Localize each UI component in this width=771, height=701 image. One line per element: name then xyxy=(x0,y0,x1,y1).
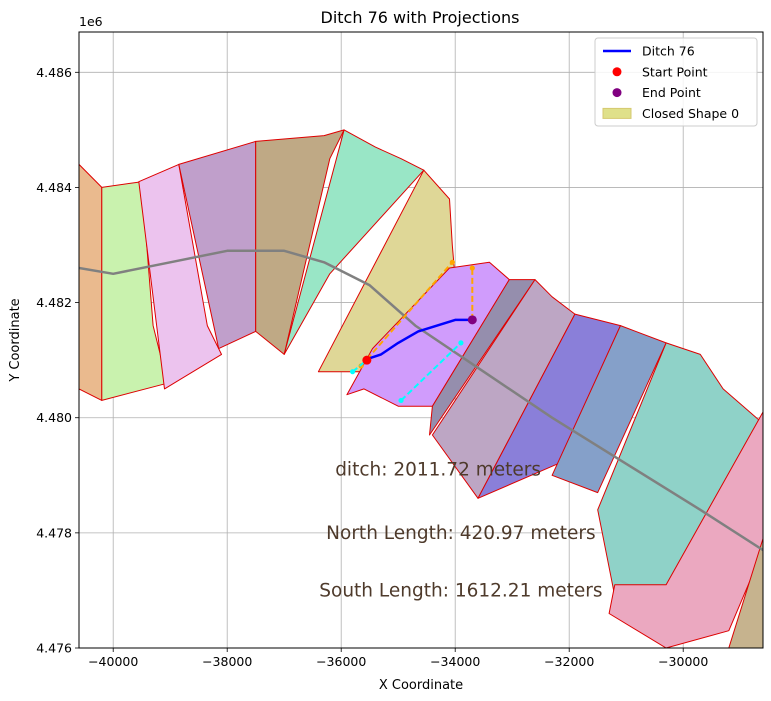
x-tick-label: −30000 xyxy=(658,654,708,669)
x-tick-label: −40000 xyxy=(88,654,138,669)
south-projection-3 xyxy=(400,342,462,402)
legend-swatch-marker xyxy=(612,88,622,98)
y-offset-label: 1e6 xyxy=(79,14,103,29)
legend-label: Ditch 76 xyxy=(642,44,695,59)
lines xyxy=(79,249,763,552)
legend-box xyxy=(594,37,758,127)
closed-shape-0 xyxy=(79,163,103,401)
y-tick-label: 4.484 xyxy=(36,180,72,195)
legend-label: Closed Shape 0 xyxy=(642,106,739,121)
closed-shape-8 xyxy=(429,279,536,436)
north-projection-point xyxy=(449,259,455,265)
x-tick-label: −38000 xyxy=(202,654,252,669)
legend-label: End Point xyxy=(642,85,701,100)
closed-shape-11 xyxy=(551,325,667,494)
closed-shape-14 xyxy=(728,538,763,648)
x-tick-label: −34000 xyxy=(430,654,480,669)
start-point-marker xyxy=(362,355,372,365)
south-projection-2 xyxy=(351,359,368,373)
legend-label: Start Point xyxy=(642,64,708,79)
south-projection-point xyxy=(398,397,404,404)
length-annotation: South Length: 1612.21 meters xyxy=(319,580,602,601)
south-projection-point xyxy=(458,340,464,346)
south-projection-point xyxy=(350,369,356,375)
annotations: ditch: 2011.72 meters North Length: 420.9… xyxy=(319,460,602,602)
centerline xyxy=(79,249,763,552)
y-tick-label: 4.476 xyxy=(36,641,72,656)
length-annotation: North Length: 420.97 meters xyxy=(326,523,595,544)
ticks: −40000 −38000 −36000 −34000 −32000 −30000 4.47… xyxy=(36,65,708,669)
plot-frame xyxy=(78,31,764,649)
legend-swatch-marker xyxy=(612,67,622,77)
length-annotation: ditch: 2011.72 meters xyxy=(335,460,541,481)
y-tick-label: 4.486 xyxy=(36,65,72,80)
x-tick-label: −32000 xyxy=(544,654,594,669)
y-tick-label: 4.480 xyxy=(36,410,72,425)
chart-title: Ditch 76 with Projections xyxy=(321,8,520,27)
ditch-line xyxy=(363,318,473,362)
north-projection-0 xyxy=(360,261,454,367)
x-axis-title: X Coordinate xyxy=(379,678,463,693)
x-tick-label: −36000 xyxy=(316,654,366,669)
closed-shape-2 xyxy=(138,163,222,390)
closed-shape-4 xyxy=(255,129,345,355)
legend-swatch-patch xyxy=(602,107,632,119)
y-axis-title: Y Coordinate xyxy=(8,298,23,382)
y-tick-label: 4.482 xyxy=(36,295,72,310)
north-projection-point xyxy=(469,265,475,271)
end-point-marker xyxy=(467,315,477,325)
legend: Ditch 76 Start Point End Point Closed Shape… xyxy=(594,37,758,127)
y-tick-label: 4.478 xyxy=(36,525,72,540)
